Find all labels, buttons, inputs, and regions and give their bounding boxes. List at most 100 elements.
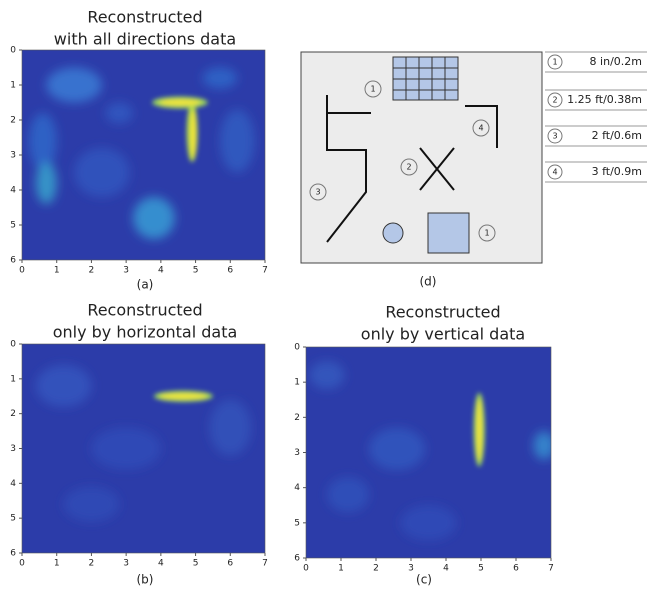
x-tick-label: 6 — [227, 559, 233, 569]
x-tick-label: 1 — [54, 559, 60, 569]
x-tick-label: 3 — [408, 564, 414, 574]
x-tick-label: 4 — [443, 564, 449, 574]
marker-label: 3 — [315, 188, 320, 197]
intensity-patch — [74, 148, 130, 197]
marker-label: 1 — [370, 85, 375, 94]
x-tick-label: 0 — [19, 559, 25, 569]
y-tick-label: 2 — [294, 413, 300, 423]
x-tick-label: 0 — [303, 564, 309, 574]
grid-object — [393, 57, 458, 100]
legend-text: 2 ft/0.6m — [592, 129, 642, 142]
panel-caption: (b) — [137, 573, 154, 587]
intensity-patch — [220, 110, 255, 173]
y-tick-label: 5 — [10, 514, 16, 524]
diagram-caption: (d) — [420, 275, 437, 289]
round-object — [383, 223, 403, 243]
x-tick-label: 3 — [123, 266, 129, 276]
intensity-patch — [105, 103, 133, 124]
y-tick-label: 3 — [294, 448, 300, 458]
x-tick-label: 4 — [158, 559, 164, 569]
x-tick-label: 1 — [338, 564, 344, 574]
intensity-patch — [203, 68, 238, 89]
hotspot-blob — [476, 398, 482, 461]
hotspot — [154, 391, 213, 402]
y-tick-label: 5 — [294, 518, 300, 528]
hotspot — [474, 393, 485, 467]
y-tick-label: 0 — [10, 340, 16, 350]
intensity-patch — [369, 428, 425, 470]
x-tick-label: 0 — [19, 266, 25, 276]
floor-plan: 1 8 in/0.2m 2 1.25 ft/0.38m 3 2 ft/0.6m 4 3 ft/… — [301, 52, 647, 263]
y-tick-label: 5 — [10, 221, 16, 231]
x-tick-label: 7 — [262, 559, 268, 569]
figure: 1 8 in/0.2m 2 1.25 ft/0.38m 3 2 ft/0.6m 4 3 ft/… — [0, 0, 647, 590]
y-tick-label: 1 — [294, 378, 300, 388]
panel-title: Reconstructed — [385, 303, 500, 322]
panel-title: only by horizontal data — [53, 323, 238, 342]
x-tick-label: 2 — [89, 559, 95, 569]
y-tick-label: 6 — [10, 549, 16, 559]
x-tick-label: 3 — [123, 559, 129, 569]
y-tick-label: 4 — [10, 186, 16, 196]
hotspot-blob — [159, 393, 208, 399]
y-tick-label: 4 — [10, 479, 16, 489]
x-tick-label: 7 — [548, 564, 554, 574]
panel-title: with all directions data — [54, 30, 236, 49]
intensity-patch — [133, 197, 175, 239]
hotspot-blob — [159, 99, 201, 105]
y-tick-label: 2 — [10, 116, 16, 126]
heatmap — [306, 347, 555, 558]
heatmap — [22, 344, 265, 553]
legend-text: 8 in/0.2m — [590, 55, 642, 68]
panel-title: Reconstructed — [87, 8, 202, 27]
legend: 1 8 in/0.2m 2 1.25 ft/0.38m 3 2 ft/0.6m 4 3 ft/… — [545, 52, 647, 182]
y-tick-label: 1 — [10, 374, 16, 384]
legend-key: 3 — [552, 132, 557, 141]
intensity-patch — [209, 400, 251, 456]
legend-key: 2 — [552, 96, 557, 105]
intensity-patch — [36, 365, 92, 407]
intensity-patch — [64, 487, 120, 522]
panel-caption: (c) — [416, 573, 432, 587]
y-tick-label: 0 — [10, 46, 16, 56]
y-tick-label: 3 — [10, 444, 16, 454]
intensity-patch — [534, 431, 555, 459]
x-tick-label: 5 — [193, 559, 199, 569]
intensity-patch — [29, 113, 57, 169]
legend-key: 4 — [552, 168, 557, 177]
x-tick-label: 4 — [158, 266, 164, 276]
legend-key: 1 — [552, 58, 557, 67]
intensity-patch — [36, 162, 57, 204]
intensity-patch — [401, 505, 457, 540]
intensity-patch — [327, 477, 369, 512]
legend-text: 1.25 ft/0.38m — [567, 93, 642, 106]
y-tick-label: 6 — [294, 554, 300, 564]
x-tick-label: 6 — [513, 564, 519, 574]
x-tick-label: 6 — [227, 266, 233, 276]
y-tick-label: 3 — [10, 151, 16, 161]
x-tick-label: 1 — [54, 266, 60, 276]
square-object — [428, 213, 469, 253]
y-tick-label: 1 — [10, 81, 16, 91]
y-tick-label: 6 — [10, 256, 16, 266]
legend-text: 3 ft/0.9m — [592, 165, 642, 178]
x-tick-label: 2 — [89, 266, 95, 276]
panel-caption: (a) — [137, 278, 154, 292]
panel-title: Reconstructed — [87, 301, 202, 320]
x-tick-label: 5 — [193, 266, 199, 276]
x-tick-label: 5 — [478, 564, 484, 574]
intensity-patch — [46, 68, 102, 103]
heatmap — [22, 50, 265, 260]
panel-title: only by vertical data — [361, 325, 525, 344]
marker-label: 1 — [484, 229, 489, 238]
y-tick-label: 0 — [294, 343, 300, 353]
marker-label: 4 — [478, 124, 483, 133]
x-tick-label: 2 — [373, 564, 379, 574]
intensity-patch — [310, 361, 345, 389]
y-tick-label: 4 — [294, 483, 300, 493]
hotspot-blob — [190, 110, 196, 159]
y-tick-label: 2 — [10, 409, 16, 419]
x-tick-label: 7 — [262, 266, 268, 276]
marker-label: 2 — [406, 163, 411, 172]
intensity-patch — [91, 428, 160, 470]
